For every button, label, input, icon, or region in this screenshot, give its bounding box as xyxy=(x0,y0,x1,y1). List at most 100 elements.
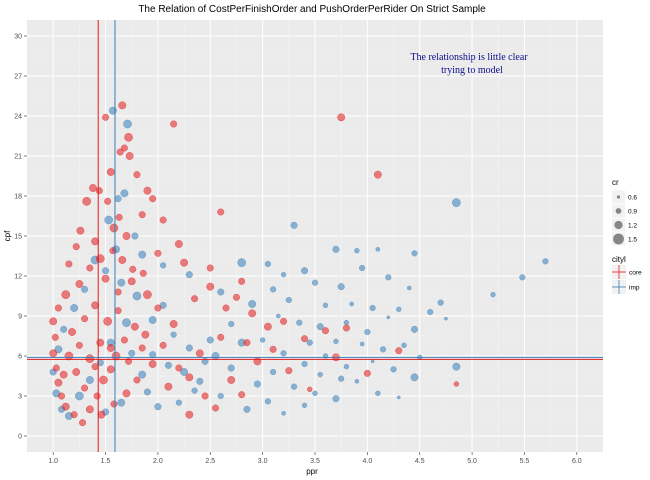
data-point-core xyxy=(116,148,124,156)
data-point-imp xyxy=(519,274,526,281)
data-point-core xyxy=(191,295,199,303)
data-point-core xyxy=(99,375,108,385)
data-point-core xyxy=(133,171,141,179)
data-point-core xyxy=(59,370,68,379)
data-point-imp xyxy=(280,272,287,278)
data-point-core xyxy=(102,113,110,121)
data-point-imp xyxy=(452,198,461,208)
data-point-core xyxy=(111,351,121,361)
data-point-imp xyxy=(401,342,407,348)
data-point-core xyxy=(285,367,293,375)
data-point-core xyxy=(138,211,146,219)
data-point-core xyxy=(127,277,136,286)
data-point-imp xyxy=(410,373,419,382)
data-point-core xyxy=(217,333,225,341)
data-point-core xyxy=(89,184,97,192)
data-point-core xyxy=(51,333,59,341)
data-point-imp xyxy=(102,267,110,275)
data-point-core xyxy=(149,195,157,203)
data-point-imp xyxy=(108,106,117,115)
data-point-imp xyxy=(364,328,371,336)
data-point-imp xyxy=(370,359,375,364)
y-tick-label: 21 xyxy=(14,154,22,161)
data-point-imp xyxy=(270,286,277,293)
data-points xyxy=(49,101,549,427)
data-point-imp xyxy=(338,375,345,382)
size-legend-label: 1.5 xyxy=(628,237,637,244)
data-point-core xyxy=(154,304,162,312)
data-point-core xyxy=(103,316,112,326)
data-point-core xyxy=(269,345,277,353)
data-point-core xyxy=(164,382,173,391)
data-point-imp xyxy=(312,390,318,396)
x-tick-label: 4.5 xyxy=(415,458,425,465)
data-point-core xyxy=(195,349,204,358)
y-tick-label: 18 xyxy=(14,194,22,201)
data-point-core xyxy=(206,282,215,291)
data-point-core xyxy=(321,327,329,335)
data-point-core xyxy=(170,120,178,128)
data-point-imp xyxy=(452,362,461,371)
data-point-core xyxy=(115,213,123,221)
grid-lines xyxy=(27,20,603,452)
data-point-imp xyxy=(427,308,434,316)
data-point-core xyxy=(101,274,110,283)
data-point-core xyxy=(114,307,122,315)
data-point-imp xyxy=(301,360,308,368)
data-point-imp xyxy=(170,331,177,338)
data-point-core xyxy=(243,339,251,347)
data-point-core xyxy=(106,168,115,176)
data-point-imp xyxy=(191,387,198,394)
data-point-core xyxy=(180,258,189,267)
data-point-imp xyxy=(437,299,444,306)
data-point-core xyxy=(217,208,225,216)
data-point-core xyxy=(248,309,257,318)
y-tick-label: 3 xyxy=(18,394,22,401)
color-legend-title: cityl xyxy=(612,255,626,264)
data-point-core xyxy=(280,317,288,325)
data-point-core xyxy=(114,288,122,296)
annotation-line-1: The relationship is little clear xyxy=(410,52,528,63)
data-point-core xyxy=(301,335,309,343)
y-tick-label: 9 xyxy=(18,314,22,321)
data-point-imp xyxy=(354,248,360,254)
data-point-imp xyxy=(270,368,277,376)
data-point-core xyxy=(54,378,63,387)
data-point-core xyxy=(120,336,128,344)
data-point-imp xyxy=(375,247,381,252)
data-point-imp xyxy=(411,250,418,257)
data-point-imp xyxy=(175,399,182,406)
data-point-core xyxy=(93,392,101,400)
size-legend: cr 0.6 0.9 1.2 1.5 xyxy=(612,178,637,246)
data-point-imp xyxy=(217,392,224,400)
data-point-imp xyxy=(343,364,350,370)
data-point-imp xyxy=(316,323,324,331)
x-tick-label: 3.5 xyxy=(310,458,320,465)
data-point-core xyxy=(82,196,92,206)
data-point-imp xyxy=(149,351,157,359)
data-point-imp xyxy=(322,302,329,308)
data-point-imp xyxy=(386,315,391,320)
data-point-imp xyxy=(390,366,397,373)
data-point-core xyxy=(58,392,66,400)
data-point-imp xyxy=(542,258,549,265)
y-tick-label: 6 xyxy=(18,354,22,361)
data-point-core xyxy=(97,410,106,419)
data-point-core xyxy=(76,226,85,235)
data-point-core xyxy=(104,197,112,205)
data-point-imp xyxy=(185,271,193,279)
data-point-core xyxy=(185,373,194,382)
data-point-core xyxy=(238,391,246,399)
data-point-core xyxy=(159,216,167,224)
data-point-core xyxy=(148,360,157,368)
x-tick-label: 3.0 xyxy=(258,458,268,465)
data-point-core xyxy=(154,249,162,257)
data-point-imp xyxy=(264,260,271,268)
series-core xyxy=(49,101,460,427)
data-point-core xyxy=(86,264,94,272)
data-point-imp xyxy=(301,402,308,408)
data-point-imp xyxy=(117,278,126,287)
data-point-core xyxy=(129,265,137,273)
data-point-imp xyxy=(243,405,251,413)
